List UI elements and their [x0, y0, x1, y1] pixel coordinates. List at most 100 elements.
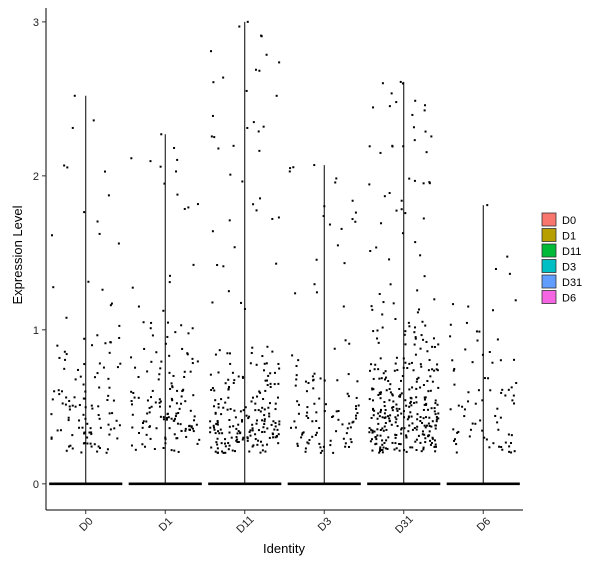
data-point: [342, 305, 345, 308]
data-point: [304, 450, 307, 453]
data-point: [150, 321, 153, 324]
data-point: [381, 82, 384, 85]
data-point: [180, 395, 183, 398]
data-point: [181, 389, 184, 392]
data-point: [406, 418, 409, 421]
data-point: [227, 448, 230, 451]
data-point: [190, 426, 193, 429]
data-point: [249, 434, 252, 437]
data-point: [372, 106, 375, 109]
data-point: [385, 439, 388, 442]
data-point: [392, 400, 395, 403]
data-point: [97, 405, 100, 408]
data-point: [452, 369, 455, 372]
data-point: [431, 436, 434, 439]
data-point: [273, 371, 276, 374]
data-point: [300, 436, 303, 439]
data-point: [231, 371, 234, 374]
data-point: [452, 439, 455, 442]
data-point: [426, 380, 429, 383]
data-point: [372, 377, 375, 380]
data-point: [372, 414, 375, 417]
data-point: [229, 408, 232, 411]
data-point: [263, 418, 266, 421]
data-point: [408, 388, 411, 391]
data-point: [319, 446, 322, 449]
data-point: [391, 394, 394, 397]
data-point: [393, 448, 396, 451]
data-point: [274, 436, 277, 439]
data-point: [311, 375, 314, 378]
data-point: [79, 375, 82, 378]
data-point: [242, 436, 245, 439]
data-point: [424, 396, 427, 399]
data-point: [180, 402, 183, 405]
data-point: [423, 104, 426, 107]
data-point: [407, 430, 410, 433]
data-point: [499, 416, 502, 419]
data-point: [398, 388, 401, 391]
data-point: [384, 408, 387, 411]
data-point: [176, 158, 179, 161]
legend-key: [541, 228, 557, 242]
data-point: [57, 389, 60, 392]
data-point: [91, 407, 94, 410]
data-point: [220, 413, 223, 416]
data-point: [216, 443, 219, 446]
data-point: [424, 437, 427, 440]
data-point: [216, 264, 219, 267]
data-point: [210, 388, 213, 391]
data-point: [251, 346, 254, 349]
data-point: [400, 427, 403, 430]
x-tick-label: D1: [157, 515, 175, 533]
data-point: [370, 428, 373, 431]
data-point: [211, 301, 214, 304]
data-point: [348, 422, 351, 425]
data-point: [109, 304, 112, 307]
data-point: [209, 373, 212, 376]
data-point: [228, 352, 231, 355]
data-point: [430, 425, 433, 428]
data-point: [384, 370, 387, 373]
data-point: [241, 438, 244, 441]
data-point: [332, 451, 335, 454]
data-point: [510, 386, 513, 389]
legend-label: D1: [562, 231, 576, 243]
data-point: [290, 426, 293, 429]
data-point: [381, 313, 384, 316]
data-point: [257, 439, 260, 442]
data-point: [239, 410, 242, 413]
data-point: [379, 397, 382, 400]
data-point: [370, 438, 373, 441]
data-point: [259, 410, 262, 413]
data-point: [91, 344, 94, 347]
data-point: [405, 436, 408, 439]
data-point: [395, 407, 398, 410]
data-point: [398, 395, 401, 398]
legend-key: [541, 290, 557, 304]
data-point: [150, 396, 153, 399]
data-point: [434, 402, 437, 405]
data-point: [64, 358, 67, 361]
data-point: [355, 407, 358, 410]
data-point: [402, 145, 405, 148]
data-point: [425, 424, 428, 427]
data-point: [173, 449, 176, 452]
data-point: [420, 365, 423, 368]
data-point: [107, 377, 110, 380]
data-point: [251, 427, 254, 430]
data-point: [67, 419, 70, 422]
data-point: [376, 329, 379, 332]
data-point: [486, 204, 489, 207]
data-point: [489, 389, 492, 392]
data-point: [158, 398, 161, 401]
data-point: [383, 425, 386, 428]
data-point: [258, 149, 261, 152]
data-point: [347, 373, 350, 376]
data-point: [162, 418, 165, 421]
data-point: [66, 166, 69, 169]
data-point: [389, 391, 392, 394]
data-point: [216, 451, 219, 454]
data-point: [170, 417, 173, 420]
data-point: [192, 263, 195, 266]
